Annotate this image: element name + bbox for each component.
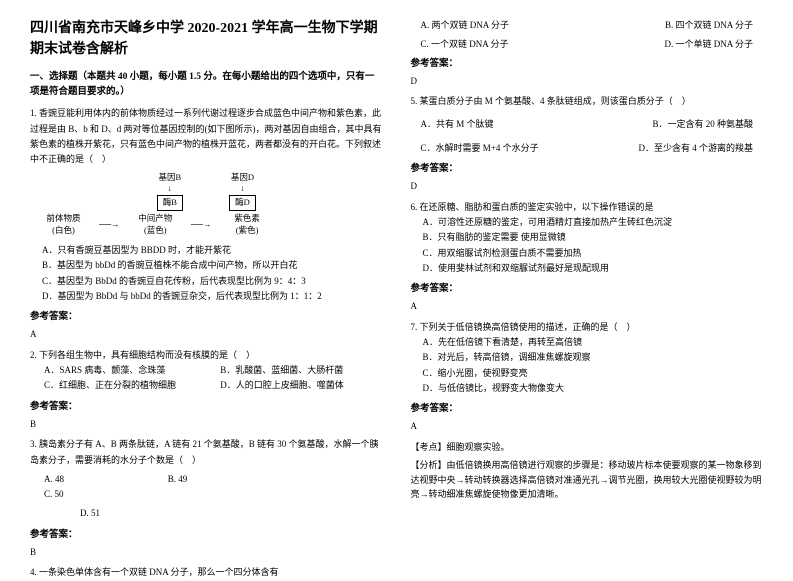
q7-text: 7. 下列关于低倍镜换高倍镜使用的描述，正确的是（ ） bbox=[411, 320, 764, 335]
q7-opt-b: B．对光后，转高倍镜，调细准焦螺旋观察 bbox=[423, 350, 764, 365]
diag-intermediate: 中间产物 bbox=[138, 213, 172, 223]
q2-opt-b: B．乳酸菌、蓝细菌、大肠杆菌 bbox=[206, 363, 364, 378]
q5-text: 5. 某蛋白质分子由 M 个氨基酸、4 条肽链组成，则该蛋白质分子（ ） bbox=[411, 94, 764, 109]
q5-opt-b: B．一定含有 20 种氨基酸 bbox=[652, 117, 753, 132]
diag-precursor: 前体物质 bbox=[46, 213, 80, 223]
answer-3: B bbox=[30, 545, 383, 559]
q2-text: 2. 下列各组生物中，具有细胞结构而没有核膜的是（ ） bbox=[30, 348, 383, 363]
diag-white: (白色) bbox=[52, 225, 75, 235]
q3-opt-a: A. 48 bbox=[30, 472, 136, 487]
q1-opt-d: D．基因型为 BbDd 与 bbDd 的香豌豆杂交，后代表现型比例为 1：1：2 bbox=[42, 289, 383, 304]
q3-opt-d: D. 51 bbox=[30, 506, 100, 521]
answer-1: A bbox=[30, 327, 383, 341]
q5-opt-c: C．水解时需要 M+4 个水分子 bbox=[421, 141, 539, 156]
q1-text: 1. 香豌豆能利用体内的前体物质经过一系列代谢过程逐步合成蓝色中间产物和紫色素，… bbox=[30, 106, 383, 167]
diag-blue: (蓝色) bbox=[144, 225, 167, 235]
q3-text: 3. 胰岛素分子有 A、B 两条肽链，A 链有 21 个氨基酸，B 链有 30 … bbox=[30, 437, 383, 468]
answer-4: D bbox=[411, 74, 764, 88]
arrow-icon: ──→ bbox=[99, 219, 120, 231]
diag-gene-b: 基因B bbox=[158, 172, 181, 182]
answer-header-2: 参考答案： bbox=[30, 400, 383, 415]
q5-opt-d: D．至少含有 4 个游离的羧基 bbox=[638, 141, 753, 156]
q6-opt-d: D．使用斐林试剂和双缩脲试剂最好是现配现用 bbox=[423, 261, 764, 276]
answer-header-3: 参考答案： bbox=[30, 528, 383, 543]
question-7: 7. 下列关于低倍镜换高倍镜使用的描述，正确的是（ ） A．先在低倍镜下看清楚，… bbox=[411, 320, 764, 396]
answer-7: A bbox=[411, 419, 764, 433]
section-header: 一、选择题（本题共 40 小题，每小题 1.5 分。在每小题给出的四个选项中，只… bbox=[30, 70, 383, 100]
q1-opt-c: C．基因型为 BbDd 的香豌豆自花传粉，后代表现型比例为 9：4：3 bbox=[42, 274, 383, 289]
q6-opt-a: A．可溶性还原糖的鉴定，可用酒精灯直接加热产生砖红色沉淀 bbox=[423, 215, 764, 230]
q7-opt-c: C．缩小光圈，使视野变亮 bbox=[423, 366, 764, 381]
analysis-text: 【分析】由低倍镜换用高倍镜进行观察的步骤是：移动玻片标本使要观察的某一物象移到达… bbox=[411, 458, 764, 501]
q2-opt-a: A．SARS 病毒、颤藻、念珠藻 bbox=[30, 363, 188, 378]
answer-5: D bbox=[411, 179, 764, 193]
q2-opt-c: C．红细胞、正在分裂的植物细胞 bbox=[30, 378, 188, 393]
question-6: 6. 在还原糖、脂肪和蛋白质的鉴定实验中，以下操作错误的是 A．可溶性还原糖的鉴… bbox=[411, 200, 764, 276]
q3-opt-b: B. 49 bbox=[154, 472, 260, 487]
q5-opt-a: A．共有 M 个肽键 bbox=[421, 117, 494, 132]
answer-header-1: 参考答案： bbox=[30, 310, 383, 325]
question-5: 5. 某蛋白质分子由 M 个氨基酸、4 条肽链组成，则该蛋白质分子（ ） A．共… bbox=[411, 94, 764, 156]
answer-header-4: 参考答案： bbox=[411, 57, 764, 72]
diag-enz-b: 酶B bbox=[157, 195, 183, 211]
diag-gene-d: 基因D bbox=[231, 172, 254, 182]
diag-enz-d: 酶D bbox=[229, 195, 256, 211]
answer-2: B bbox=[30, 417, 383, 431]
q1-diagram: 基因B ↓ 酶B 基因D ↓ 酶D 前体物质 (白色) ──→ 中间产 bbox=[30, 172, 383, 237]
answer-header-5: 参考答案： bbox=[411, 162, 764, 177]
q4-opt-a: A. 两个双链 DNA 分子 bbox=[421, 18, 510, 33]
arrow-icon: ──→ bbox=[191, 219, 212, 231]
doc-title: 四川省南充市天峰乡中学 2020-2021 学年高一生物下学期期末试卷含解析 bbox=[30, 18, 383, 60]
q7-opt-a: A．先在低倍镜下看清楚，再转至高倍镜 bbox=[423, 335, 764, 350]
diag-purple-pigment: 紫色素 bbox=[234, 213, 260, 223]
question-4: 4. 一条染色单体含有一个双链 DNA 分子，那么一个四分体含有 bbox=[30, 565, 383, 580]
q2-opt-d: D．人的口腔上皮细胞、噬菌体 bbox=[206, 378, 364, 393]
q1-opt-b: B．基因型为 bbDd 的香豌豆植株不能合成中间产物，所以开白花 bbox=[42, 258, 383, 273]
analysis-topic: 【考点】细胞观察实验。 bbox=[411, 440, 764, 454]
question-3: 3. 胰岛素分子有 A、B 两条肽链，A 链有 21 个氨基酸，B 链有 30 … bbox=[30, 437, 383, 521]
q4-opt-d: D. 一个单链 DNA 分子 bbox=[664, 37, 753, 52]
answer-6: A bbox=[411, 299, 764, 313]
q6-opt-b: B．只有脂肪的鉴定需要 使用显微镜 bbox=[423, 230, 764, 245]
q4-opts-row2: C. 一个双链 DNA 分子 D. 一个单链 DNA 分子 bbox=[411, 37, 764, 52]
q4-opt-b: B. 四个双链 DNA 分子 bbox=[665, 18, 753, 33]
q6-text: 6. 在还原糖、脂肪和蛋白质的鉴定实验中，以下操作错误的是 bbox=[411, 200, 764, 215]
question-2: 2. 下列各组生物中，具有细胞结构而没有核膜的是（ ） A．SARS 病毒、颤藻… bbox=[30, 348, 383, 394]
question-1: 1. 香豌豆能利用体内的前体物质经过一系列代谢过程逐步合成蓝色中间产物和紫色素，… bbox=[30, 106, 383, 304]
diag-purple: (紫色) bbox=[236, 225, 259, 235]
q3-opt-c: C. 50 bbox=[30, 487, 136, 502]
q7-opt-d: D．与低倍镜比，视野变大物像变大 bbox=[423, 381, 764, 396]
q4-opts-row1: A. 两个双链 DNA 分子 B. 四个双链 DNA 分子 bbox=[411, 18, 764, 33]
q1-opt-a: A．只有香豌豆基因型为 BBDD 时，才能开紫花 bbox=[42, 243, 383, 258]
q4-opt-c: C. 一个双链 DNA 分子 bbox=[421, 37, 509, 52]
answer-header-6: 参考答案： bbox=[411, 282, 764, 297]
q4-text: 4. 一条染色单体含有一个双链 DNA 分子，那么一个四分体含有 bbox=[30, 565, 383, 580]
answer-header-7: 参考答案： bbox=[411, 402, 764, 417]
q6-opt-c: C．用双缩脲试剂检测蛋白质不需要加热 bbox=[423, 246, 764, 261]
